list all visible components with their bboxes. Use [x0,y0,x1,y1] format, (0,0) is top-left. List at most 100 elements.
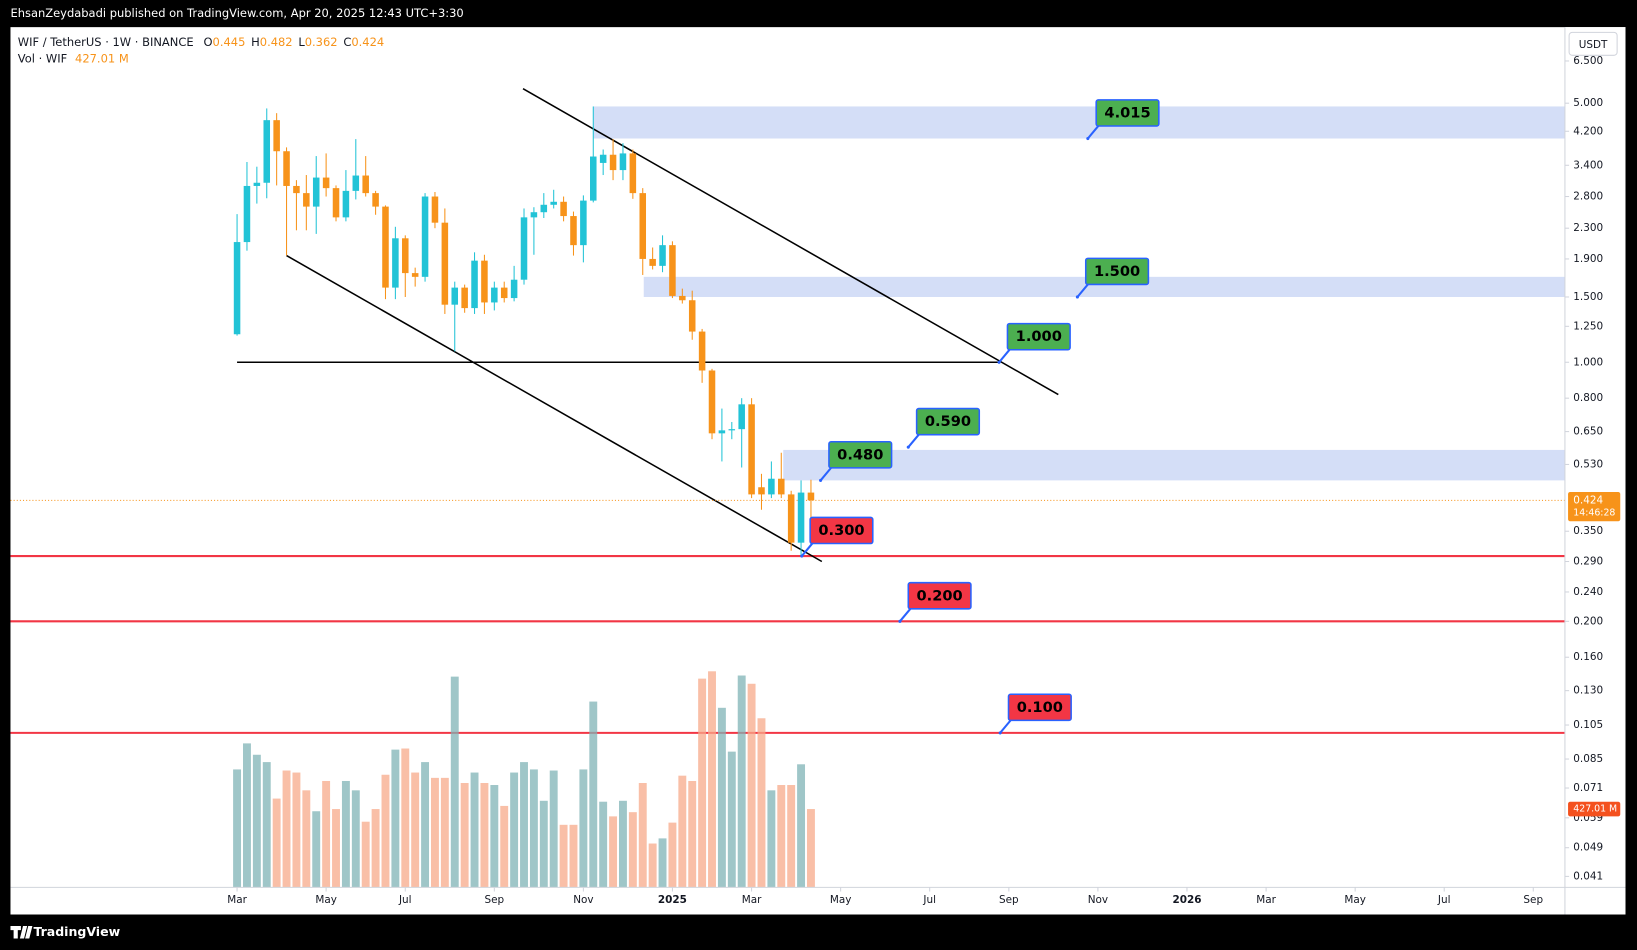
x-tick-label: May [315,894,337,906]
volume-bar [440,777,449,888]
candle-body [471,260,478,309]
volume-bar [391,749,400,888]
volume-bar [460,782,469,888]
volume-bar [282,770,291,888]
candle-body [382,206,389,288]
candle-body [481,260,488,303]
publisher: EhsanZeydabadi published on TradingView.… [10,6,463,20]
candle-body [303,193,310,207]
annotation-label: 1.500 [1094,263,1140,280]
volume-bar [688,780,697,888]
annotation-box [915,407,981,436]
candle-body [322,177,330,189]
annotation-label: 0.200 [916,587,962,604]
volume-bar [381,774,390,888]
y-tick-label: 0.290 [1573,556,1603,568]
annotation-label: 0.480 [837,446,883,463]
volume-bar [243,743,251,888]
volume-bar [648,843,657,888]
volume-bar [678,775,687,888]
volume-bar [302,790,311,888]
candle-body [619,153,627,171]
volume-bar [599,801,608,888]
volume-bar [470,772,479,888]
x-tick-label: 2026 [1172,894,1201,906]
candle-body [530,212,538,218]
y-tick-label: 6.500 [1573,55,1603,67]
y-tick-label: 0.200 [1573,615,1603,627]
volume-bars [233,671,815,888]
ohlc-letter: H [251,34,260,48]
annotation-label: 4.015 [1104,104,1150,121]
candle-body [263,120,271,183]
candle-body [797,492,805,543]
y-tick-label: 0.130 [1573,685,1603,697]
volume-bar [520,762,528,888]
candle-body [580,200,587,246]
volume-bar [351,790,360,888]
x-tick-label: Jul [922,894,936,906]
volume-bar [529,769,538,888]
candle-body [570,216,577,246]
annotation-tip [1086,136,1090,141]
annotation-box [1006,322,1071,351]
volume-bar [480,782,489,888]
y-tick-label: 5.000 [1573,97,1603,109]
zone [643,276,1565,297]
ohlc-letter: C [343,34,351,48]
y-tick-label: 0.530 [1573,458,1603,470]
candle-body [698,331,706,371]
candle-body [738,404,745,430]
ohlc-value: 0.424 [351,34,384,48]
volume-bar [233,769,242,888]
volume-bar [668,822,677,888]
y-tick-label: 0.105 [1573,719,1603,731]
brand: TradingView [33,924,120,939]
x-tick-label: Mar [227,894,247,906]
candle-body [293,185,300,194]
annotation-label: 1.000 [1016,328,1062,345]
annotation-pointer [998,349,1011,363]
candle-body [748,404,755,495]
candle-body [599,154,607,163]
volume-bar [411,772,420,888]
x-tick-label: Mar [1256,894,1276,906]
volume-tag-value: 427.01 M [1573,804,1617,815]
volume-bar [549,770,558,888]
price-tag-value: 0.424 [1573,494,1603,506]
axis-unit: USDT [1579,39,1608,51]
unit-box [1568,31,1618,56]
x-tick-label: Sep [1523,894,1543,906]
volume-bar [777,785,786,888]
annotation-tip [800,554,804,558]
volume-bar [658,838,667,888]
volume-value: 427.01 M [75,51,129,65]
candle-body [283,151,290,186]
zone [783,449,1565,481]
x-tick-label: Nov [573,894,593,906]
candle-body [560,201,567,217]
volume-bar [539,800,548,888]
candle-body [609,154,617,171]
ohlc-letter: L [298,34,305,48]
volume-bar [421,762,430,888]
x-tick-label: May [1344,894,1366,906]
volume-bar [698,678,707,888]
legend-volume: Vol · WIF 427.01 M [18,51,129,65]
volume-bar [737,675,746,888]
annotation-label: 0.300 [818,522,864,539]
ohlc-value: 0.362 [305,34,338,48]
y-tick-label: 0.041 [1573,870,1603,882]
candle-body [649,258,656,266]
candle-body [659,245,666,266]
y-tick-label: 1.500 [1573,291,1603,303]
volume-bar [490,785,499,888]
candle-body [362,175,369,194]
volume-bar [708,671,716,888]
candle-body [332,188,340,218]
candle-body [392,238,399,288]
annotation-tip [1075,295,1079,299]
